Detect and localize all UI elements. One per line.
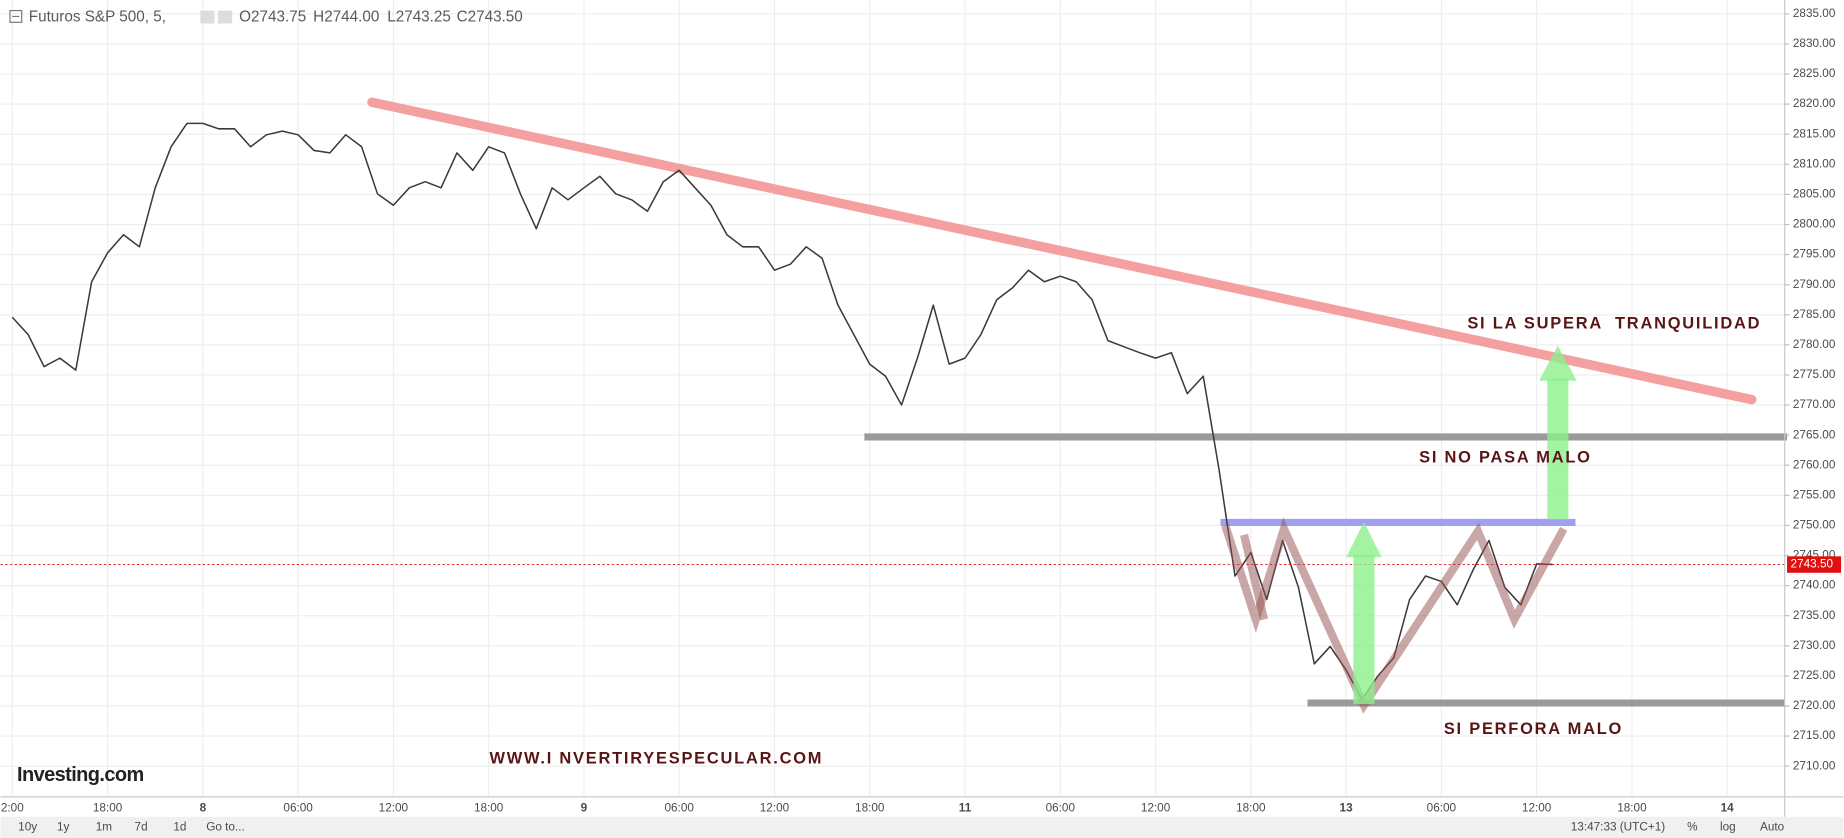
- price-line: [11, 122, 1553, 701]
- range-button[interactable]: Go to...: [206, 821, 245, 834]
- x-tick-label: 18:00: [1617, 802, 1647, 815]
- range-button[interactable]: 1d: [173, 821, 186, 834]
- arrow-head: [1539, 345, 1577, 381]
- arrow-shaft: [1547, 378, 1569, 520]
- symbol: Futuros S&P 500, 5,: [29, 9, 166, 26]
- trend-line: [367, 97, 1757, 405]
- settings-icon[interactable]: [200, 10, 215, 24]
- ohlc: L2743.25: [387, 9, 451, 26]
- x-tick-label: 12:00: [1141, 802, 1171, 815]
- y-tick-label: 2750.00: [1793, 519, 1836, 532]
- y-tick-label: 2825.00: [1793, 67, 1836, 80]
- x-tick-label: 06:00: [1427, 802, 1457, 815]
- y-tick-label: 2770.00: [1793, 398, 1836, 411]
- y-tick-label: 2785.00: [1793, 308, 1836, 321]
- settings-icon[interactable]: [217, 10, 233, 24]
- y-tick-label: 2805.00: [1793, 188, 1836, 201]
- pattern-lines: [1221, 517, 1568, 714]
- axes: 2710.00 2715.00 2720.00 2725.00 2730.00 2735.…: [1, 7, 1842, 815]
- grid: [0, 0, 1785, 797]
- toolbar: 10y 1y 1m 7d 1d Go to... 13:47:33 (UTC+1)% log A…: [18, 821, 1784, 834]
- y-tick-label: 2830.00: [1793, 37, 1836, 50]
- last-price-box: [1787, 556, 1842, 573]
- logo: Investing.com: [17, 764, 144, 786]
- range-button[interactable]: 1m: [96, 821, 113, 834]
- range-button[interactable]: 7d: [135, 821, 148, 834]
- y-tick-label: 2730.00: [1793, 639, 1836, 652]
- x-tick-label: 18:00: [855, 802, 885, 815]
- y-tick-label: 2715.00: [1793, 729, 1836, 742]
- x-tick-label: 14: [1721, 802, 1735, 815]
- arrows: [1346, 345, 1577, 705]
- x-tick-label: 11: [959, 802, 972, 815]
- y-tick-label: 2795.00: [1793, 248, 1836, 261]
- range-button[interactable]: 1y: [57, 821, 70, 834]
- y-tick-label: 2815.00: [1793, 127, 1836, 140]
- collapse-icon[interactable]: [9, 9, 23, 23]
- x-tick-label: 12:00: [379, 802, 409, 815]
- x-tick-label: 18:00: [1236, 802, 1266, 815]
- option-button[interactable]: log: [1720, 821, 1736, 834]
- y-tick-label: 2760.00: [1793, 458, 1836, 471]
- y-tick-label: 2710.00: [1793, 759, 1836, 772]
- ohlc: H2744.00: [313, 9, 379, 26]
- annotation: SI PERFORA MALO: [1444, 720, 1623, 738]
- annotation: WWW.I NVERTIRYESPECULAR.COM: [489, 750, 823, 768]
- y-tick-label: 2720.00: [1793, 699, 1836, 712]
- y-tick-label: 2820.00: [1793, 97, 1836, 110]
- y-tick-label: 2755.00: [1793, 488, 1836, 501]
- ohlc: O2743.75: [239, 9, 306, 26]
- y-tick-label: 2810.00: [1793, 157, 1836, 170]
- ohlc: C2743.50: [457, 9, 523, 26]
- annotation: SI LA SUPERA TRANQUILIDAD: [1467, 315, 1761, 333]
- x-tick-label: 13: [1340, 802, 1354, 815]
- y-tick-label: 2725.00: [1793, 669, 1836, 682]
- arrow-head: [1346, 521, 1382, 558]
- arrow-shaft: [1353, 554, 1375, 705]
- annotation: SI NO PASA MALO: [1419, 449, 1592, 467]
- x-tick-label: 18:00: [474, 802, 504, 815]
- y-tick-label: 2735.00: [1793, 609, 1836, 622]
- option-button[interactable]: %: [1687, 821, 1698, 834]
- y-tick-label: 2835.00: [1793, 7, 1836, 20]
- y-tick-label: 2780.00: [1793, 338, 1836, 351]
- option-button[interactable]: Auto: [1760, 821, 1785, 834]
- x-tick-label: 06:00: [283, 802, 313, 815]
- levels: [864, 433, 1788, 707]
- x-tick-label: 8: [200, 802, 207, 815]
- x-tick-label: 06:00: [1046, 802, 1076, 815]
- pattern-lines: [1240, 533, 1269, 621]
- clock: 13:47:33 (UTC+1): [1571, 821, 1665, 834]
- x-tick-label: 12:00: [760, 802, 790, 815]
- y-tick-label: 2775.00: [1793, 368, 1836, 381]
- y-tick-label: 2800.00: [1793, 218, 1836, 231]
- range-button[interactable]: 10y: [18, 821, 37, 834]
- toolbar: [0, 816, 1844, 838]
- x-tick-label: 06:00: [665, 802, 695, 815]
- y-tick-label: 2740.00: [1793, 579, 1836, 592]
- x-tick-label: 18:00: [93, 802, 123, 815]
- x-tick-label: 12:00: [1522, 802, 1552, 815]
- y-tick-label: 2765.00: [1793, 428, 1836, 441]
- x-tick-label: 2:00: [1, 802, 24, 815]
- last-price-label: 2743.50: [1791, 558, 1834, 571]
- y-tick-label: 2790.00: [1793, 278, 1836, 291]
- x-tick-label: 9: [581, 802, 588, 815]
